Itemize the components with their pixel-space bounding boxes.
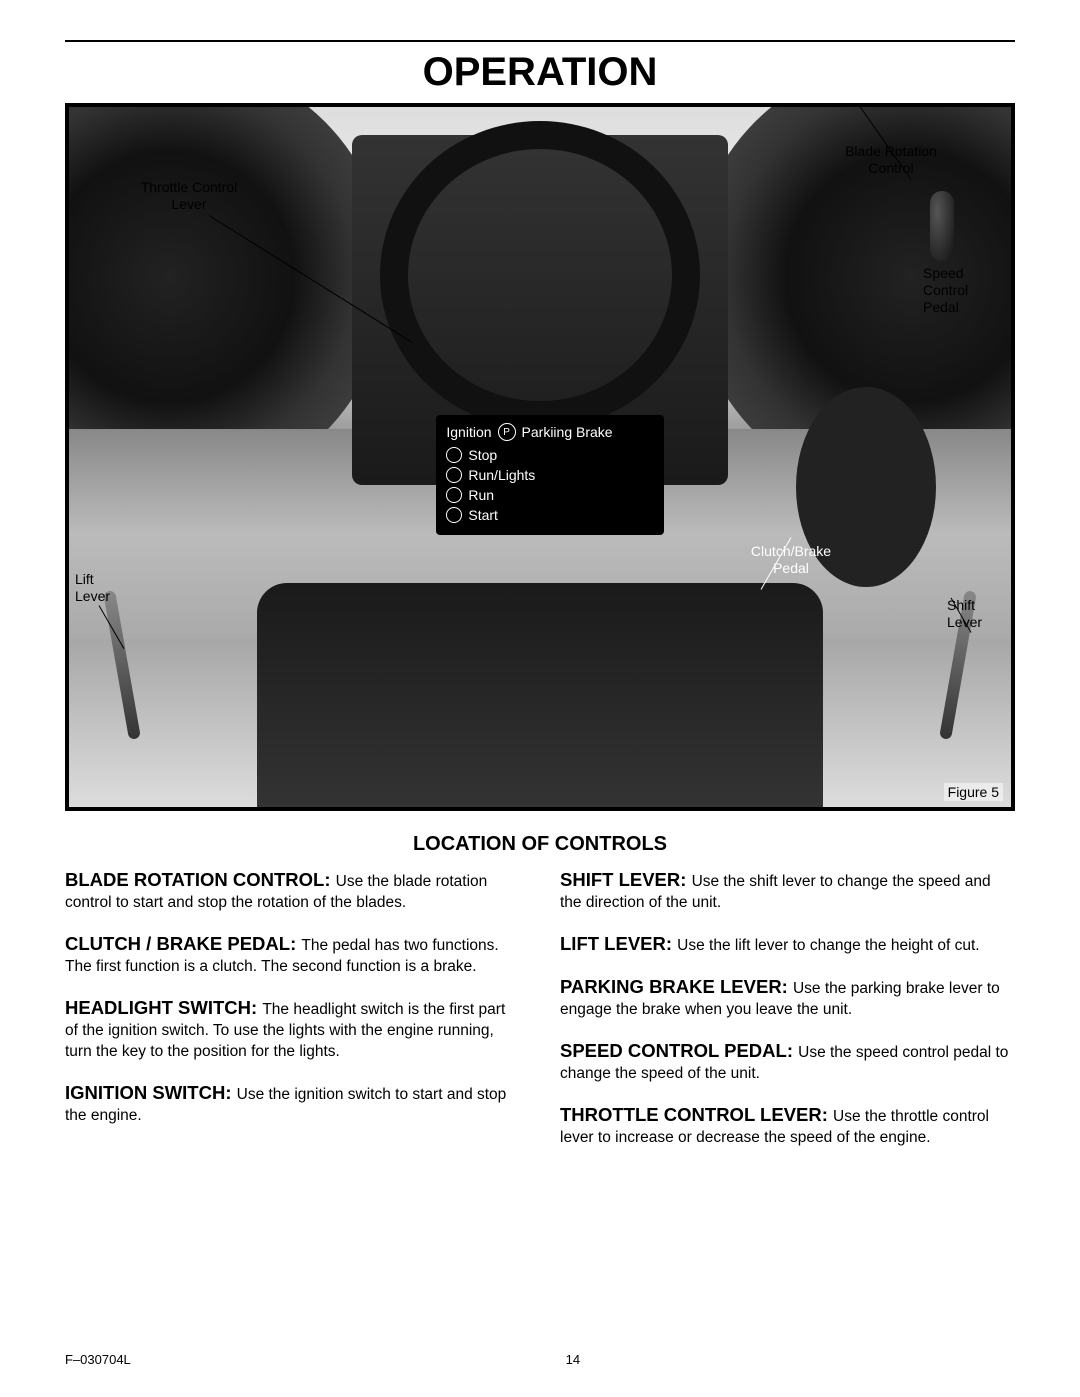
ignition-start: Start bbox=[468, 507, 498, 523]
ignition-runlights: Run/Lights bbox=[468, 467, 535, 483]
control-entry: SHIFT LEVER: Use the shift lever to chan… bbox=[560, 868, 1015, 914]
controls-description: BLADE ROTATION CONTROL: Use the blade ro… bbox=[65, 868, 1015, 1167]
figure-caption: Figure 5 bbox=[944, 783, 1003, 801]
control-entry: THROTTLE CONTROL LEVER: Use the throttle… bbox=[560, 1103, 1015, 1149]
label-blade: Blade RotationControl bbox=[831, 143, 951, 177]
figure: Ignition P Parkiing Brake Stop Run/Light… bbox=[65, 103, 1015, 811]
start-icon bbox=[446, 507, 462, 523]
label-speed: SpeedControlPedal bbox=[923, 265, 993, 315]
parking-brake-icon: P bbox=[498, 423, 516, 441]
page-title: OPERATION bbox=[65, 50, 1015, 95]
stop-icon bbox=[446, 447, 462, 463]
control-entry: PARKING BRAKE LEVER: Use the parking bra… bbox=[560, 975, 1015, 1021]
control-entry-title: SHIFT LEVER: bbox=[560, 869, 692, 890]
control-entry-title: THROTTLE CONTROL LEVER: bbox=[560, 1104, 833, 1125]
label-throttle: Throttle ControlLever bbox=[129, 179, 249, 213]
ignition-heading: Ignition bbox=[446, 424, 491, 440]
control-entry-title: LIFT LEVER: bbox=[560, 933, 677, 954]
runlights-icon bbox=[446, 467, 462, 483]
ignition-panel: Ignition P Parkiing Brake Stop Run/Light… bbox=[436, 415, 663, 535]
label-lift: LiftLever bbox=[75, 571, 125, 605]
control-entry-title: HEADLIGHT SWITCH: bbox=[65, 997, 262, 1018]
control-entry-title: SPEED CONTROL PEDAL: bbox=[560, 1040, 798, 1061]
control-entry-title: BLADE ROTATION CONTROL: bbox=[65, 869, 336, 890]
control-entry: CLUTCH / BRAKE PEDAL: The pedal has two … bbox=[65, 932, 520, 978]
run-icon bbox=[446, 487, 462, 503]
footer-page-number: 14 bbox=[566, 1352, 580, 1367]
control-entry: SPEED CONTROL PEDAL: Use the speed contr… bbox=[560, 1039, 1015, 1085]
ignition-stop: Stop bbox=[468, 447, 497, 463]
control-entry-body: Use the lift lever to change the height … bbox=[677, 937, 979, 954]
control-entry-title: CLUTCH / BRAKE PEDAL: bbox=[65, 933, 301, 954]
control-entry-title: IGNITION SWITCH: bbox=[65, 1082, 237, 1103]
control-entry: LIFT LEVER: Use the lift lever to change… bbox=[560, 932, 1015, 957]
blade-control-knob bbox=[930, 191, 954, 261]
control-entry: HEADLIGHT SWITCH: The headlight switch i… bbox=[65, 996, 520, 1063]
ignition-run: Run bbox=[468, 487, 494, 503]
control-entry-title: PARKING BRAKE LEVER: bbox=[560, 976, 793, 997]
subtitle: LOCATION OF CONTROLS bbox=[65, 833, 1015, 856]
footer-left: F–030704L bbox=[65, 1352, 131, 1367]
control-entry: IGNITION SWITCH: Use the ignition switch… bbox=[65, 1081, 520, 1127]
control-entry: BLADE ROTATION CONTROL: Use the blade ro… bbox=[65, 868, 520, 914]
parking-brake-label: Parkiing Brake bbox=[522, 424, 613, 440]
label-clutch: Clutch/BrakePedal bbox=[741, 543, 841, 577]
